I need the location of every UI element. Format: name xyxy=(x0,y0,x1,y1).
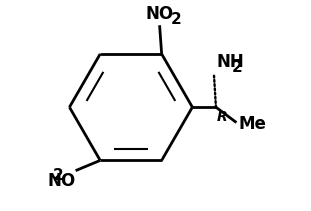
Text: Me: Me xyxy=(238,115,266,133)
Text: 2: 2 xyxy=(232,60,243,75)
Text: 2: 2 xyxy=(171,12,182,27)
Text: NH: NH xyxy=(217,53,245,71)
Text: 2: 2 xyxy=(53,168,63,183)
Text: R: R xyxy=(217,110,227,124)
Text: N: N xyxy=(47,172,61,190)
Text: NO: NO xyxy=(146,5,174,23)
Text: O: O xyxy=(60,172,75,190)
